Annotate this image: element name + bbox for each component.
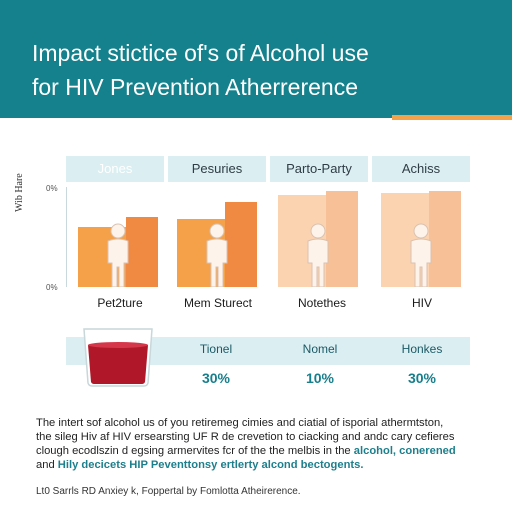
page-title: Impact stictice of's of Alcohol use for … <box>32 36 492 104</box>
bottom-value-3: 30% <box>407 370 437 386</box>
bar-3-series-2 <box>326 191 358 287</box>
column-header-4: Achiss <box>372 156 470 182</box>
paragraph-highlight-2: Hily decicets HIP Peventtonsy ertlerty a… <box>57 459 364 471</box>
footer-citation: Lt0 Sarrls RD Anxiey k, Foppertal by Fom… <box>36 486 301 497</box>
y-tick-bottom: 0% <box>46 283 58 292</box>
y-axis-label: Wib Hare <box>14 173 25 212</box>
description-paragraph: The intert sof alcohol us of you retirem… <box>36 416 486 472</box>
person-icon <box>107 223 129 287</box>
bottom-label-3: Honkes <box>401 342 443 356</box>
x-category-1: Pet2ture <box>97 296 143 310</box>
bottom-value-2: 10% <box>305 370 335 386</box>
accent-divider <box>392 115 512 120</box>
column-header-1: Jones <box>66 156 164 182</box>
bar-2-series-2 <box>225 202 257 287</box>
bar-4-series-2 <box>429 191 461 287</box>
column-header-3: Parto-Party <box>270 156 368 182</box>
bottom-label-1: Tionel <box>199 342 233 356</box>
person-icon <box>307 223 329 287</box>
y-tick-top: 0% <box>46 184 58 193</box>
paragraph-line-4-prefix: and <box>36 459 58 471</box>
header-banner: Impact stictice of's of Alcohol use for … <box>0 0 512 118</box>
y-axis-line <box>66 187 67 287</box>
x-category-4: HIV <box>411 296 432 310</box>
paragraph-highlight-1: alcohol, conerened <box>353 445 456 457</box>
wine-glass-icon <box>83 328 153 387</box>
paragraph-line-2: the sileg Hiv af HIV ersearsting UF R de… <box>36 431 455 443</box>
paragraph-line-4: and Hily decicets HIP Peventtonsy ertler… <box>36 458 486 472</box>
column-header-2: Pesuries <box>168 156 266 182</box>
title-line-1: Impact stictice of's of Alcohol use <box>32 40 369 66</box>
x-category-2: Mem Sturect <box>183 296 252 310</box>
title-line-2: for HIV Prevention Atherrerence <box>32 74 358 100</box>
bar-1-series-2 <box>126 217 158 287</box>
person-icon <box>410 223 432 287</box>
paragraph-line-1: The intert sof alcohol us of you retirem… <box>36 417 444 429</box>
x-category-3: Notethes <box>297 296 347 310</box>
person-icon <box>206 223 228 287</box>
bottom-value-1: 30% <box>201 370 231 386</box>
paragraph-line-3: clough ecodlszin d egsing armervites fcr… <box>36 444 486 458</box>
bottom-label-2: Nomel <box>302 342 338 356</box>
paragraph-line-3-text: clough ecodlszin d egsing armervites fcr… <box>36 445 354 457</box>
